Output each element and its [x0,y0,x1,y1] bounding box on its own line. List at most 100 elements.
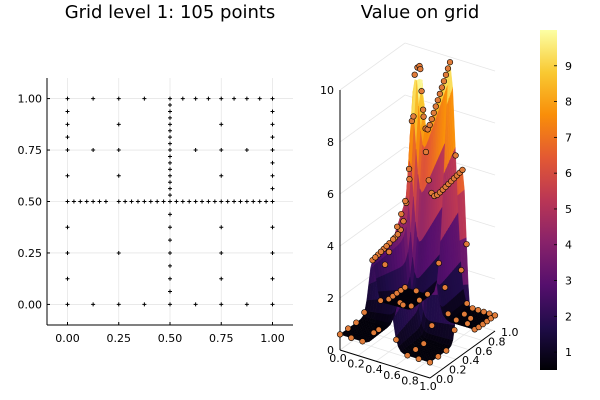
grid-point [168,173,172,178]
grid-point [71,199,76,204]
surface-marker [348,334,355,342]
grid-point [116,122,121,127]
surface-tick-labels: 0.0 0.2 0.4 0.6 0.8 1.00.00.20.40.60.81.00246… [320,84,519,393]
grid-point [168,263,172,268]
surface-marker [410,113,417,120]
grid-point [168,276,172,281]
grid-point [200,199,205,204]
grid-point [244,199,249,204]
grid-point [168,128,172,133]
colorbar-tick-label: 7 [565,131,572,144]
surface-marker [453,316,460,324]
grid-point [168,186,172,191]
grid-point [219,148,224,153]
left-x-tick-label: 0.25 [107,332,132,345]
grid-point [168,199,172,204]
surface-marker [420,340,427,347]
surface-marker [463,300,470,307]
surface-marker [412,346,419,353]
surface-marker [393,336,400,343]
grid-point [65,135,70,140]
grid-point [168,193,172,198]
surface-z-tick-label: 2 [327,292,334,305]
grid-point [225,199,230,204]
surface-marker [418,88,425,95]
surface-z-tick-label: 4 [327,240,334,253]
surface-marker [469,305,476,312]
grid-point [91,302,96,307]
surface-marker [463,241,470,248]
grid-point [244,148,249,153]
grid-point [232,199,237,204]
left-scatter-points [65,96,275,307]
surface-marker [415,355,422,363]
left-y-tick-label: 0.25 [18,247,43,260]
surface-marker [394,231,401,238]
surface-x-tick-label: 0.8 [401,374,419,387]
grid-point [270,173,275,178]
grid-point [65,173,70,178]
grid-point [168,238,172,243]
grid-point [257,96,262,101]
surface-y-tick-label: 0.2 [449,364,467,377]
grid-point [270,186,275,191]
left-axes [46,78,293,326]
grid-point [193,199,198,204]
left-x-tick-label: 0.75 [209,332,234,345]
surface-x-tick-label: 0.0 [329,352,347,365]
grid-point [168,148,172,153]
grid-point [65,276,70,281]
surface-marker [420,113,427,120]
surface-marker [420,106,427,113]
grid-point [91,199,96,204]
surface-marker [413,287,420,295]
colorbar-tick-label: 2 [565,310,572,323]
surface-y-tick-label: 1.0 [501,326,519,339]
grid-point [238,199,243,204]
grid-point [257,199,262,204]
grid-point [270,122,275,127]
grid-point [168,302,172,307]
grid-point [168,160,172,165]
surface-marker [394,223,401,230]
grid-point [219,250,224,255]
surface-marker [452,152,459,159]
colorbar-tick-label: 6 [565,167,572,180]
surface-marker [408,302,415,310]
grid-point [270,302,275,307]
surface-marker [446,59,454,66]
grid-point [78,199,83,204]
colorbar-tick-label: 1 [565,346,572,359]
grid-point [219,199,224,204]
surface-marker [443,347,450,354]
grid-point [219,276,224,281]
grid-point [116,302,121,307]
surface-marker [383,242,390,250]
left-x-tick-label: 1.00 [260,332,285,345]
surface-marker [400,218,407,225]
surface-marker [405,165,413,173]
right-chart-title: Value on grid [361,2,480,23]
grid-point [270,109,275,114]
surface-marker [444,65,452,72]
surface-marker [390,236,397,243]
grid-point [168,250,172,255]
surface-marker [377,297,384,304]
surface-marker [424,291,431,298]
grid-point [168,180,172,185]
grid-point [193,148,198,153]
surface-z-gridline [339,94,406,143]
surface-marker [432,103,439,110]
grid-point [219,302,224,307]
colorbar-tick-label: 9 [565,60,572,73]
grid-point [168,154,172,159]
surface-marker [435,353,442,360]
grid-point [65,302,70,307]
grid-point [244,96,249,101]
surface-marker [416,297,423,304]
surface-marker [442,71,450,78]
surface-axis [429,330,496,379]
left-y-tick-label: 0.75 [18,144,43,157]
grid-point [219,96,224,101]
